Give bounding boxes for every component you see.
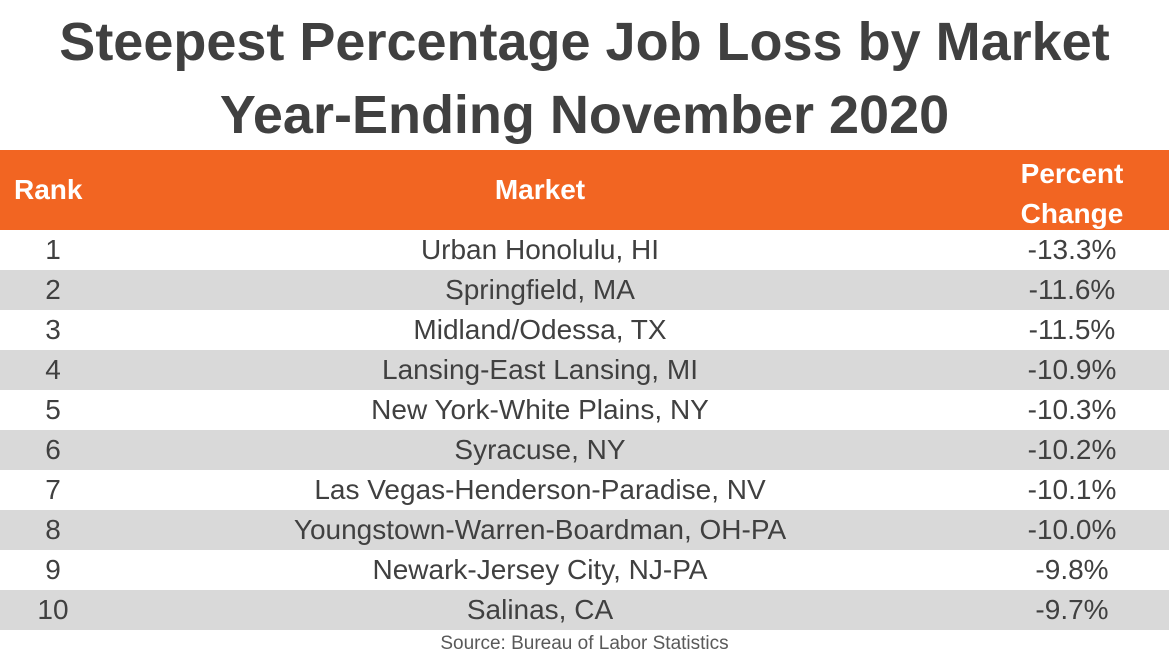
header-percent-line-1: Percent — [1020, 158, 1124, 189]
table-row: 8 Youngstown-Warren-Boardman, OH-PA -10.0% — [0, 510, 1169, 550]
market-cell: Syracuse, NY — [454, 434, 626, 465]
percent-change-cell: -10.1% — [1027, 474, 1117, 505]
market-cell: Las Vegas-Henderson-Paradise, NV — [314, 474, 766, 505]
table-row: 3 Midland/Odessa, TX -11.5% — [0, 310, 1169, 350]
percent-change-cell: -11.5% — [1028, 314, 1116, 345]
percent-change-cell: -9.8% — [1035, 554, 1109, 585]
rank-cell: 6 — [45, 434, 61, 465]
rank-cell: 9 — [45, 554, 61, 585]
market-cell: Midland/Odessa, TX — [413, 314, 667, 345]
rank-cell: 10 — [37, 594, 69, 625]
table-row: 6 Syracuse, NY -10.2% — [0, 430, 1169, 470]
table-header: Rank Market Percent Change — [0, 150, 1169, 230]
title-line-2: Year-Ending November 2020 — [219, 85, 950, 145]
rank-cell: 7 — [45, 474, 61, 505]
source-note: Source: Bureau of Labor Statistics — [440, 633, 729, 654]
market-cell: Urban Honolulu, HI — [420, 234, 660, 265]
rank-cell: 8 — [45, 514, 61, 545]
header-percent-change: Percent Change — [972, 154, 1169, 234]
header-rank: Rank — [14, 174, 83, 205]
title-line-1: Steepest Percentage Job Loss by Market — [59, 12, 1110, 72]
table-row: 4 Lansing-East Lansing, MI -10.9% — [0, 350, 1169, 390]
table-body: 1 Urban Honolulu, HI -13.3% 2 Springfield, M… — [0, 230, 1169, 630]
rank-cell: 3 — [45, 314, 61, 345]
table-row: 1 Urban Honolulu, HI -13.3% — [0, 230, 1169, 270]
percent-change-cell: -13.3% — [1027, 234, 1117, 265]
rank-cell: 1 — [45, 234, 61, 265]
market-cell: Youngstown-Warren-Boardman, OH-PA — [293, 514, 787, 545]
percent-change-cell: -10.9% — [1027, 354, 1117, 385]
market-cell: Newark-Jersey City, NJ-PA — [372, 554, 708, 585]
percent-change-cell: -10.0% — [1027, 514, 1117, 545]
rank-cell: 5 — [45, 394, 61, 425]
rank-cell: 4 — [45, 354, 61, 385]
percent-change-cell: -9.7% — [1035, 594, 1109, 625]
header-market: Market — [494, 174, 586, 205]
percent-change-cell: -11.6% — [1028, 274, 1116, 305]
table-row: 7 Las Vegas-Henderson-Paradise, NV -10.1% — [0, 470, 1169, 510]
market-cell: Springfield, MA — [445, 274, 635, 305]
table-row: 9 Newark-Jersey City, NJ-PA -9.8% — [0, 550, 1169, 590]
table-row: 5 New York-White Plains, NY -10.3% — [0, 390, 1169, 430]
market-cell: Lansing-East Lansing, MI — [382, 354, 698, 385]
table-row: 2 Springfield, MA -11.6% — [0, 270, 1169, 310]
market-cell: Salinas, CA — [466, 594, 614, 625]
percent-change-cell: -10.2% — [1027, 434, 1117, 465]
market-cell: New York-White Plains, NY — [371, 394, 709, 425]
table-row: 10 Salinas, CA -9.7% — [0, 590, 1169, 630]
header-percent-line-2: Change — [1020, 198, 1124, 229]
percent-change-cell: -10.3% — [1027, 394, 1117, 425]
rank-cell: 2 — [45, 274, 61, 305]
